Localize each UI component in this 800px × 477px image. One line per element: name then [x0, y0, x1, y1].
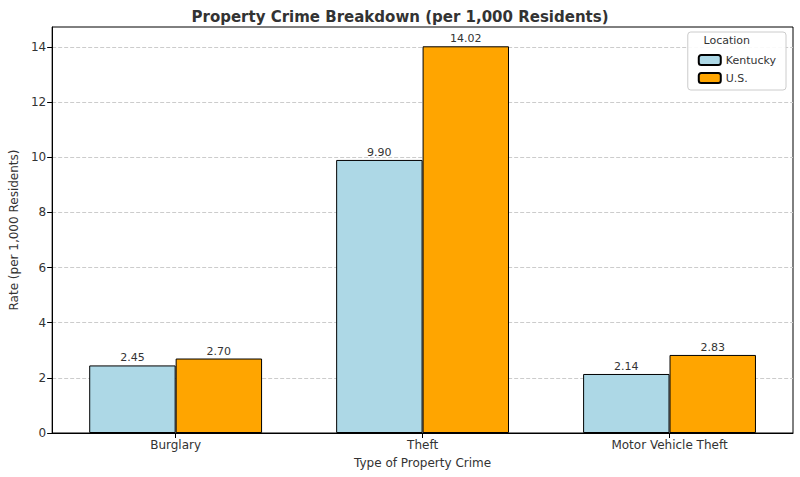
svg-text:14: 14	[31, 40, 46, 54]
svg-text:Property Crime Breakdown (per: Property Crime Breakdown (per 1,000 Resi…	[191, 8, 608, 26]
svg-text:12: 12	[31, 95, 46, 109]
svg-text:8: 8	[39, 205, 47, 219]
svg-text:2.70: 2.70	[207, 345, 232, 358]
svg-text:9.90: 9.90	[367, 146, 392, 159]
svg-text:10: 10	[31, 150, 46, 164]
svg-text:Rate (per 1,000 Residents): Rate (per 1,000 Residents)	[7, 150, 21, 311]
svg-text:14.02: 14.02	[450, 32, 482, 45]
svg-text:Location: Location	[703, 34, 750, 47]
svg-text:6: 6	[39, 261, 47, 275]
svg-text:Kentucky: Kentucky	[726, 54, 777, 67]
svg-text:2: 2	[39, 371, 47, 385]
svg-text:U.S.: U.S.	[726, 72, 748, 85]
svg-text:2.45: 2.45	[120, 351, 145, 364]
svg-text:4: 4	[39, 316, 47, 330]
svg-text:2.83: 2.83	[700, 341, 725, 354]
svg-text:0: 0	[39, 426, 47, 440]
svg-text:Theft: Theft	[406, 438, 438, 452]
svg-text:Motor Vehicle Theft: Motor Vehicle Theft	[611, 438, 728, 452]
svg-text:2.14: 2.14	[614, 360, 639, 373]
svg-text:Type of Property Crime: Type of Property Crime	[353, 456, 491, 470]
svg-text:Burglary: Burglary	[150, 438, 201, 452]
